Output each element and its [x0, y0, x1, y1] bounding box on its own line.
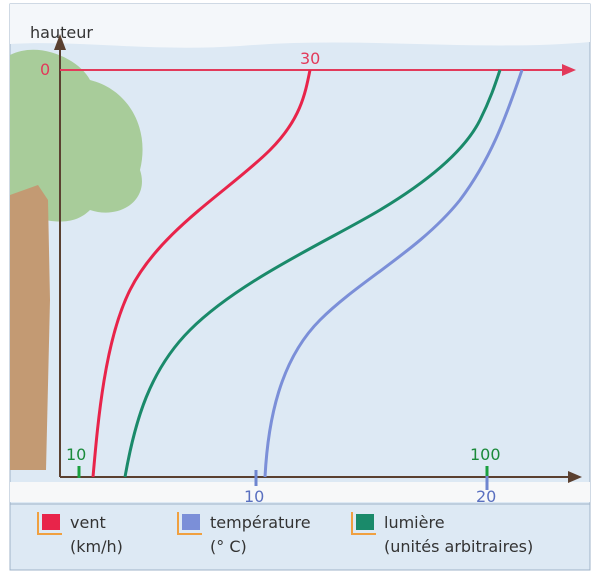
- light-tick-label: 10: [66, 445, 86, 464]
- top-zero-label: 0: [40, 60, 50, 79]
- legend-swatch: [42, 514, 60, 530]
- legend-label: lumière: [384, 513, 445, 532]
- light-curve: [123, 69, 502, 478]
- light-tick-label: 100: [470, 445, 501, 464]
- legend-bracket: [351, 512, 376, 535]
- top-wind-label: 30: [300, 49, 320, 68]
- vertical-arrow: [54, 34, 66, 50]
- vertical-axis-label: hauteur: [30, 23, 93, 42]
- temp-tick-label: 10: [244, 487, 264, 506]
- tree-trunk: [10, 185, 50, 470]
- legend-label: température: [210, 513, 311, 532]
- temp-tick-label: 20: [476, 487, 496, 506]
- legend-unit: (km/h): [70, 537, 123, 556]
- wind-curve: [91, 69, 312, 478]
- tree-foliage: [10, 49, 143, 222]
- legend-bracket: [37, 512, 62, 535]
- legend-label: vent: [70, 513, 106, 532]
- top-arrow: [562, 64, 576, 76]
- legend-unit: (unités arbitraires): [384, 537, 533, 556]
- legend-unit: (° C): [210, 537, 247, 556]
- legend-swatch: [356, 514, 374, 530]
- ground-band: [10, 482, 590, 502]
- bottom-arrow: [568, 471, 582, 483]
- legend-swatch: [182, 514, 200, 530]
- legend-bracket: [177, 512, 202, 535]
- sky-band: [10, 4, 590, 48]
- temperature-curve: [263, 69, 524, 478]
